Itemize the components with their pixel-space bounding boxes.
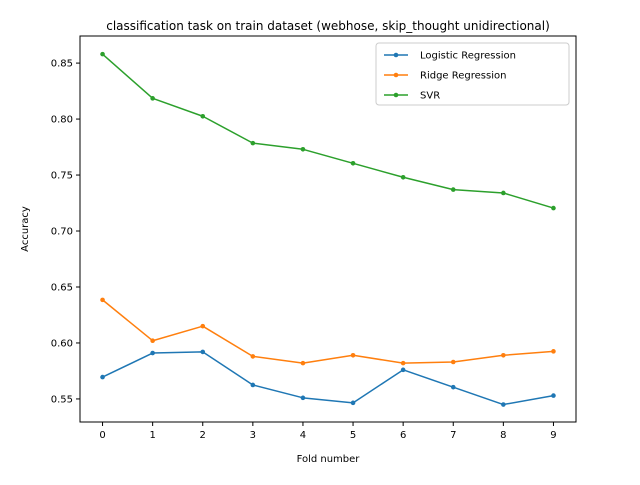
y-axis-label: Accuracy: [20, 206, 31, 252]
series-line: [102, 299, 554, 364]
x-tick-label: 5: [350, 430, 356, 441]
data-point: [350, 160, 356, 166]
data-point: [400, 367, 406, 373]
x-tick-label: 9: [550, 430, 556, 441]
data-point: [200, 323, 206, 329]
x-axis: 0 1 2 3 4 5 6 7 8 9: [99, 422, 557, 441]
x-tick-label: 1: [149, 430, 155, 441]
legend-label: Ridge Regression: [420, 71, 506, 82]
data-point: [501, 402, 506, 407]
y-tick-label: 0.70: [51, 227, 73, 238]
data-point: [250, 140, 256, 146]
chart-title: classification task on train dataset (we…: [106, 19, 550, 33]
y-tick-label: 0.55: [51, 394, 73, 405]
legend-marker: [393, 92, 399, 98]
data-point: [100, 51, 105, 57]
x-tick-label: 7: [450, 430, 456, 441]
x-axis-label: Fold number: [297, 454, 361, 465]
data-point: [551, 205, 556, 211]
y-tick-label: 0.60: [51, 338, 73, 349]
data-point: [450, 384, 456, 390]
y-axis: 0.55 0.60 0.65 0.70 0.75 0.80 0.85: [51, 59, 80, 405]
data-point: [350, 400, 356, 406]
plot-area: [100, 51, 556, 407]
data-point: [400, 360, 406, 366]
data-point: [300, 395, 306, 401]
data-point: [300, 146, 306, 152]
legend-marker: [393, 72, 399, 78]
data-point: [250, 354, 256, 359]
series-line: [102, 351, 554, 406]
y-tick-label: 0.65: [51, 282, 73, 293]
data-point: [200, 349, 206, 355]
data-point: [100, 297, 105, 303]
data-point: [501, 352, 506, 358]
data-point: [200, 113, 206, 119]
x-tick-label: 0: [99, 430, 105, 441]
y-tick-label: 0.75: [51, 171, 73, 182]
x-tick-label: 6: [400, 430, 406, 441]
x-tick-label: 3: [250, 430, 256, 441]
data-point: [250, 382, 256, 388]
data-point: [501, 190, 506, 196]
legend-label: SVR: [420, 91, 440, 102]
data-point: [350, 352, 356, 358]
data-point: [400, 174, 406, 180]
data-point: [551, 349, 556, 354]
data-point: [450, 359, 456, 365]
series-line: [102, 53, 554, 209]
data-point: [150, 350, 155, 356]
legend-marker: [393, 52, 399, 58]
y-tick-label: 0.85: [51, 59, 73, 70]
x-tick-label: 8: [500, 430, 506, 441]
legend-label: Logistic Regression: [420, 51, 516, 62]
data-point: [150, 338, 155, 344]
data-point: [100, 374, 105, 380]
data-point: [300, 360, 306, 366]
y-tick-label: 0.80: [51, 115, 73, 126]
legend: Logistic Regression Ridge Regression SVR: [375, 42, 570, 106]
plot-frame: [79, 35, 577, 423]
x-tick-label: 2: [200, 430, 206, 441]
data-point: [150, 96, 155, 101]
data-point: [450, 187, 456, 192]
legend-box: [375, 42, 570, 106]
data-point: [551, 393, 556, 398]
x-tick-label: 4: [300, 430, 306, 441]
